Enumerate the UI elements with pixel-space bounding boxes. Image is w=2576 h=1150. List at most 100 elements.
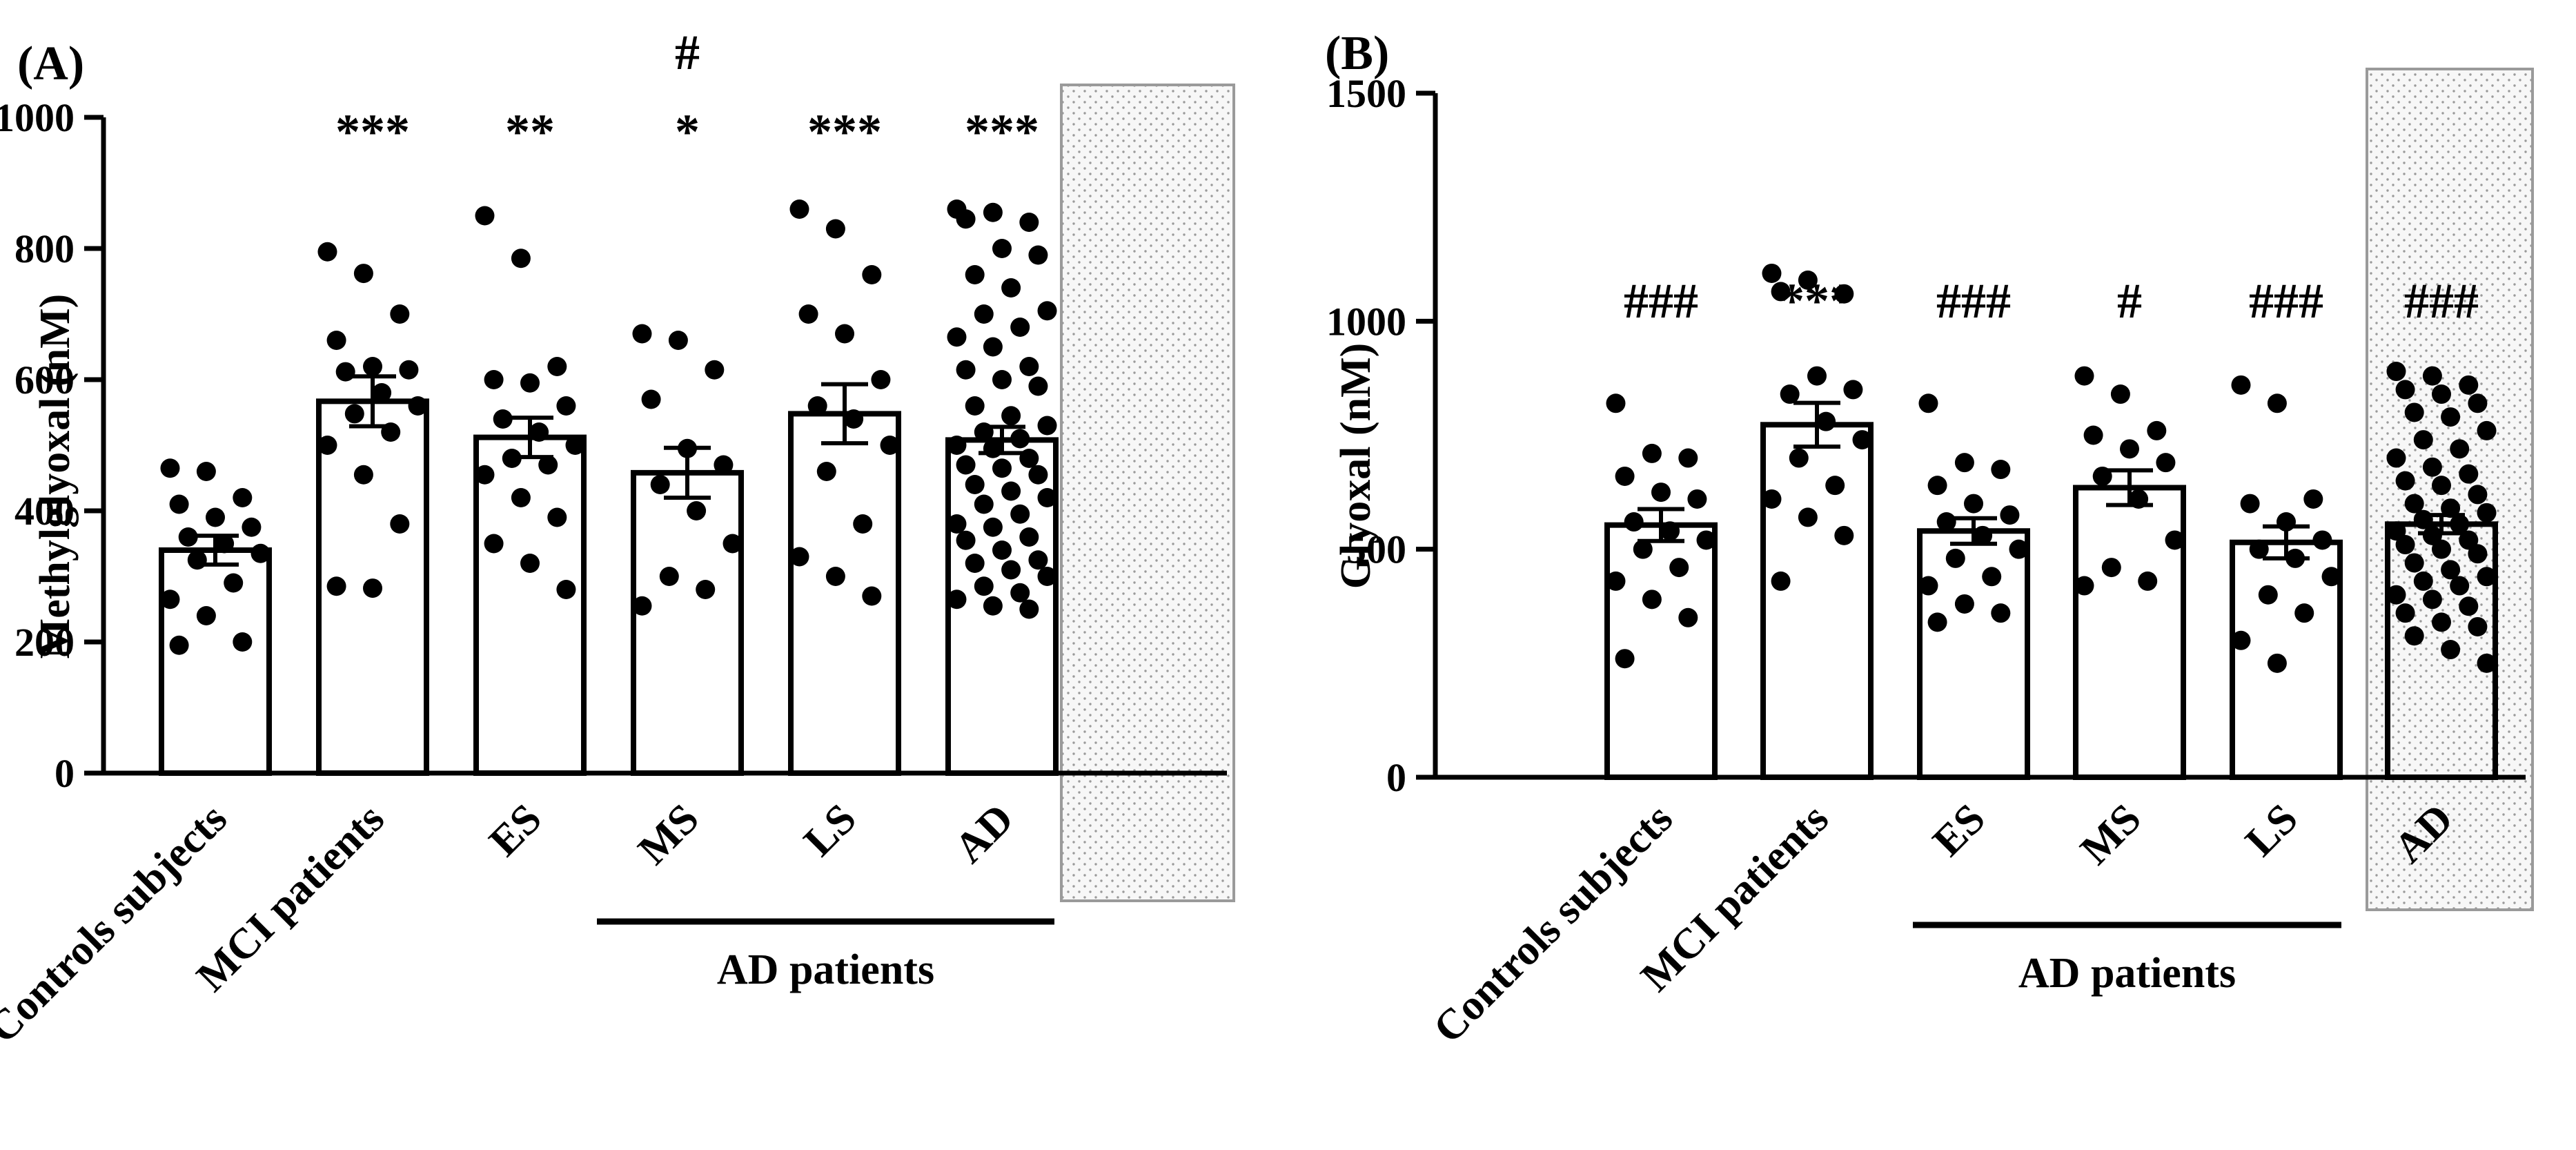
panel-a-ad-highlight-box [1060,84,1235,902]
panel-b-data-point [1798,507,1818,527]
panel-b-data-point [2450,576,2470,596]
panel-a-data-point [326,331,346,350]
panel-a-y-tick-label: 800 [14,226,75,271]
panel-b-data-point [1633,539,1653,559]
panel-a-data-point [965,396,985,416]
panel-b-y-tick-label: 1000 [1326,299,1406,344]
panel-a-data-point [862,586,882,606]
panel-b-category-label: LS [2236,795,2307,866]
panel-a-data-point [956,209,976,229]
panel-a-data-point [317,242,337,262]
panel-b-data-point [1771,571,1791,591]
panel-a-data-point [992,370,1012,389]
panel-a-data-point [825,567,845,586]
panel-b-category-label: MS [2072,795,2150,874]
panel-b-data-point [1762,263,1782,283]
panel-a-bar [473,434,587,776]
panel-a-data-point [632,596,652,616]
panel-a-data-point [1019,599,1039,619]
panel-a-data-point [363,357,382,376]
panel-a-data-point [1001,406,1021,426]
panel-a-category-label: LS [795,795,865,866]
panel-b-data-point [2395,603,2415,623]
panel-b-data-point [2413,430,2433,450]
panel-b-significance-mark: # [2117,273,2142,329]
panel-b-data-point [1834,284,1854,304]
panel-a-data-point [390,514,410,534]
panel-a-y-tick-label: 0 [55,751,75,796]
panel-b-data-point [2477,503,2497,523]
panel-b-data-point [2450,514,2470,534]
panel-a-data-point [475,206,495,226]
panel-b-category-label: ES [1924,795,1994,866]
panel-a-data-point [556,580,576,599]
panel-b-data-point [2101,558,2121,578]
panel-b-data-point [1816,411,1836,431]
panel-a-data-point [484,534,504,554]
panel-a-data-point [399,360,419,380]
panel-a-data-point [1019,213,1039,232]
panel-b-data-point [2267,653,2287,673]
panel-b-data-point [1852,430,1872,450]
panel-b-data-point [1642,443,1662,463]
panel-b-data-point [1807,366,1827,386]
panel-b-data-point [2477,653,2497,673]
panel-a-data-point [798,304,818,324]
panel-b-data-point [2395,471,2415,491]
panel-b-data-point [2422,366,2442,386]
panel-a-data-point [160,458,180,478]
panel-a-bar [631,469,744,777]
panel-a-data-point [242,517,262,537]
panel-b-data-point [2267,393,2287,413]
panel-b-data-point [2432,476,2451,496]
panel-b-data-point [2386,521,2406,541]
panel-b-data-point [1624,512,1644,532]
panel-a-data-point [650,475,670,494]
panel-a-data-point [363,578,382,598]
panel-a-data-point [974,304,994,324]
panel-a-data-point [556,396,576,416]
panel-a-data-point [992,540,1012,560]
panel-a-data-point [789,547,809,567]
panel-a-data-point [520,554,540,573]
panel-b-bar [2073,485,2186,781]
panel-b-label: (B) [1325,27,1389,80]
panel-b-data-point [1771,282,1791,302]
panel-a-data-point [511,488,531,507]
panel-a-data-point [722,534,743,554]
panel-b-data-point [2258,585,2278,605]
panel-b-data-point [2468,616,2488,636]
panel-a-data-point [1019,527,1039,547]
panel-b-data-point [2312,530,2332,550]
panel-b-data-point [2422,525,2442,545]
panel-a-data-point [196,606,216,625]
panel-b-y-tick-label: 500 [1346,527,1406,572]
panel-b-data-point [1606,393,1626,413]
panel-a-data-point [659,567,679,586]
panel-a-bar [159,547,272,776]
panel-b-significance-mark: ### [2249,273,2323,329]
panel-a-data-point [1001,278,1021,298]
panel-b-data-point [1991,603,2011,623]
panel-b-data-point [1696,530,1716,550]
panel-a-data-point [1010,583,1030,603]
panel-a-data-point [1019,357,1039,376]
panel-a-data-point [844,409,864,429]
panel-a-data-point [565,436,585,455]
panel-b-bar [2230,539,2343,780]
panel-b-data-point [2459,375,2479,395]
panel-a-significance-mark: *** [807,104,882,159]
panel-b-data-point [2441,560,2461,580]
panel-a-data-point [547,507,567,527]
panel-b-data-point [2477,420,2497,440]
panel-a-data-point [353,264,373,284]
panel-a-data-point [789,199,809,219]
panel-b-data-point [1964,494,1983,514]
panel-b-data-point [2422,457,2442,477]
panel-a-data-point [974,494,994,514]
panel-b-data-point [2422,589,2442,610]
panel-b-data-point [1669,558,1689,578]
panel-b-data-point [2000,505,2020,525]
panel-a-data-point [853,514,873,534]
panel-a-data-point [862,265,882,284]
